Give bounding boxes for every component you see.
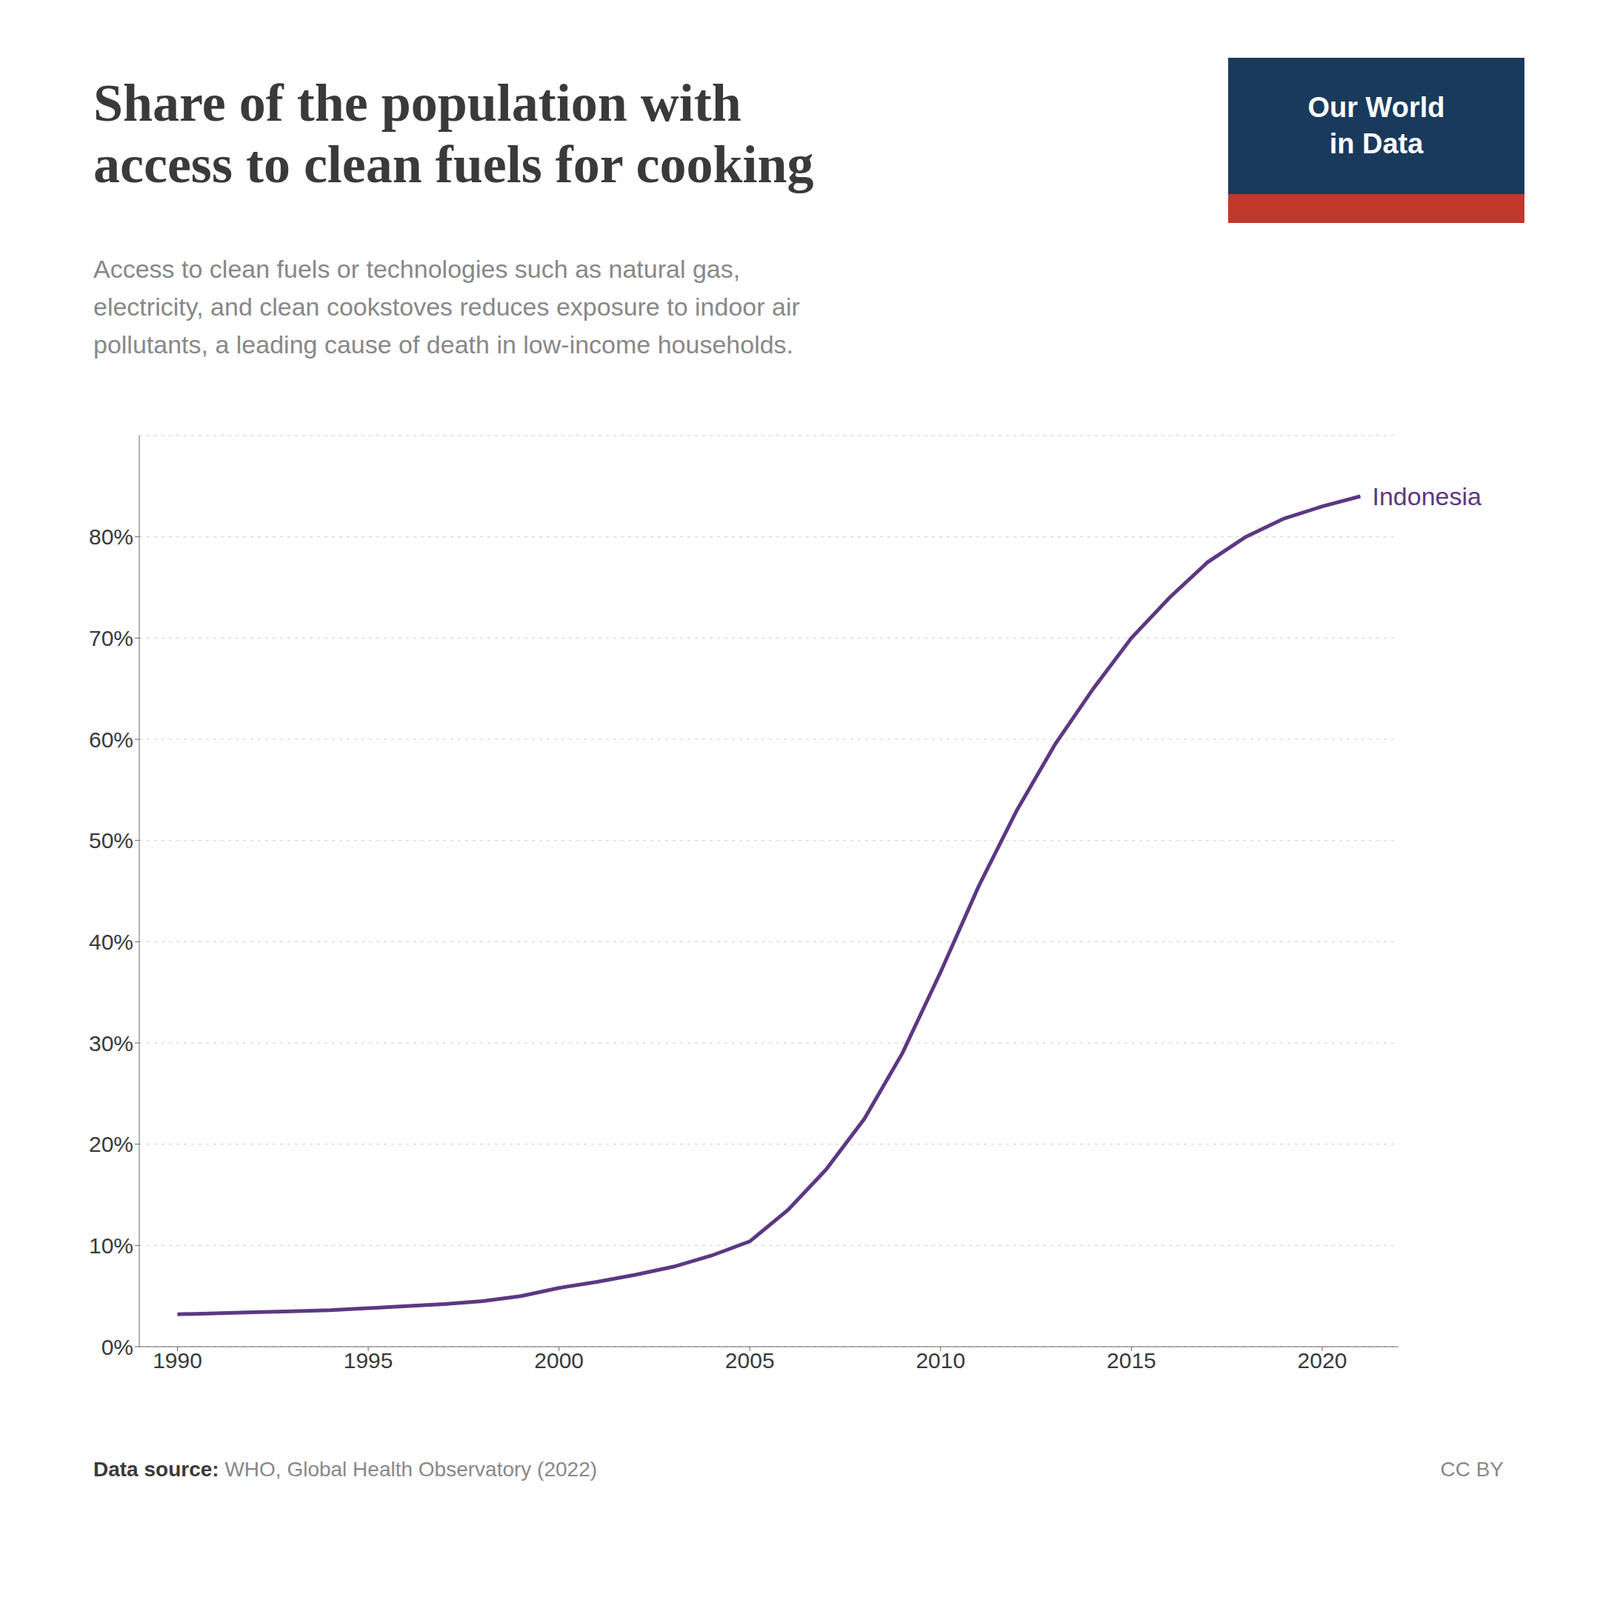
html-text:Our World in Data: Our World in Data [1307, 91, 1445, 160]
svg-text:2010: 2010 [915, 1348, 966, 1373]
svg-text:50%: 50% [88, 828, 134, 853]
svg-text:30%: 30% [88, 1031, 134, 1056]
svg-text:70%: 70% [88, 625, 134, 651]
svg-text:20%: 20% [88, 1131, 134, 1157]
html-text:Data source: WHO, Global Healt: Data source: WHO, Global Health Observat… [93, 1457, 598, 1481]
svg-text:1990: 1990 [152, 1348, 203, 1373]
html-text:Access to clean fuels or techn: Access to clean fuels or technologies su… [93, 254, 800, 359]
svg-text:0%: 0% [101, 1334, 134, 1360]
svg-text:2020: 2020 [1297, 1348, 1348, 1373]
svg-text:2005: 2005 [725, 1348, 775, 1373]
html-text:CC BY: CC BY [1440, 1457, 1504, 1481]
svg-text:40%: 40% [88, 929, 134, 955]
svg-text:Indonesia: Indonesia [1371, 482, 1482, 511]
svg-text:2000: 2000 [534, 1348, 584, 1373]
html-text:Share of the population with a: Share of the population with access to c… [93, 73, 814, 194]
svg-text:2015: 2015 [1106, 1348, 1157, 1373]
svg-text:60%: 60% [88, 727, 134, 752]
svg-text:10%: 10% [88, 1233, 134, 1258]
svg-text:1995: 1995 [343, 1348, 394, 1373]
svg-text:80%: 80% [88, 524, 134, 549]
